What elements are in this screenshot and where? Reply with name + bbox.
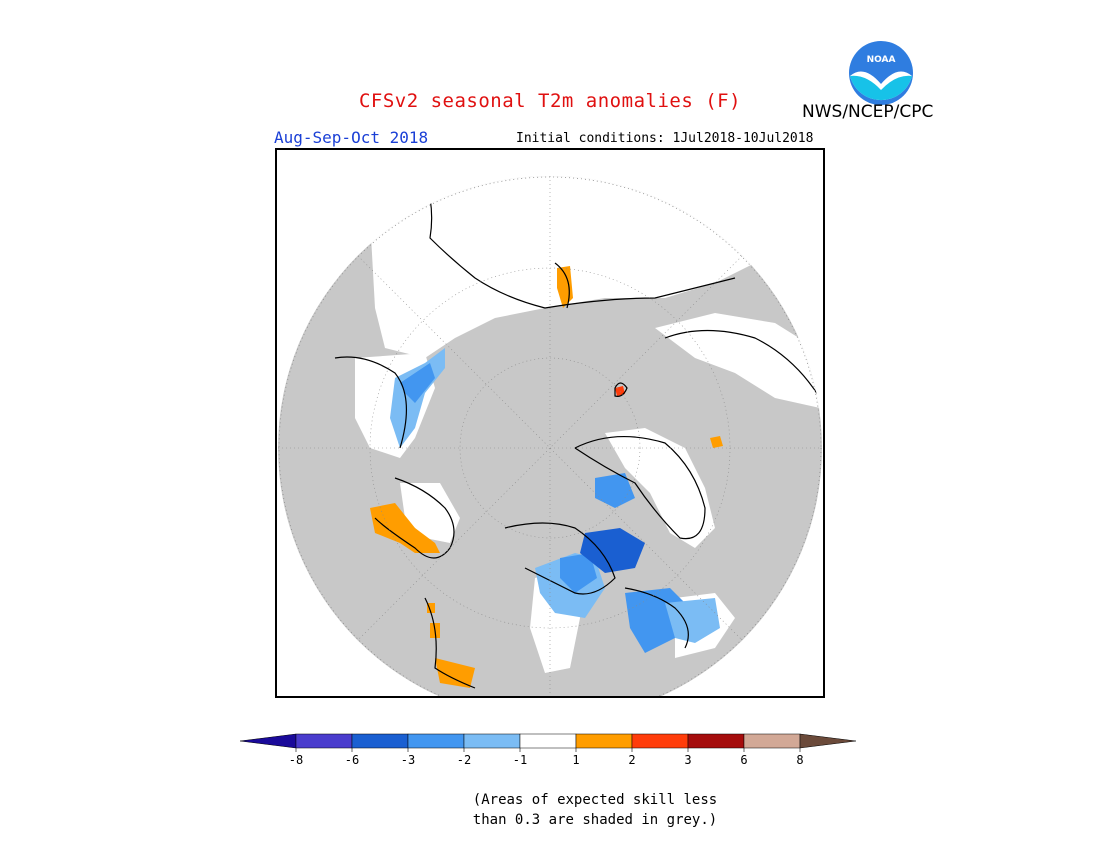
- noaa-logo: NOAA: [849, 41, 913, 105]
- cold-anomaly-greenland-west: [595, 473, 635, 508]
- warm-anomaly-alaska: [370, 503, 440, 553]
- warm-anomaly-svalbard: [615, 386, 625, 396]
- cold-anomaly-siberia-core: [400, 363, 435, 403]
- near-normal-region-europe: [655, 313, 820, 408]
- map-frame: [275, 148, 825, 698]
- legend-tick-label: -2: [457, 753, 471, 767]
- season-label: Aug-Sep-Oct 2018: [274, 128, 429, 147]
- graticule: [278, 176, 822, 698]
- legend-tick-label: 8: [796, 753, 803, 767]
- legend-tick-label: -1: [513, 753, 527, 767]
- legend-tick-label: -3: [401, 753, 415, 767]
- legend-bin: [519, 733, 577, 749]
- map-title: CFSv2 seasonal T2m anomalies (F): [358, 90, 742, 112]
- legend-tick-label: -6: [345, 753, 359, 767]
- legend-bin: [295, 733, 353, 749]
- skill-note-line-2: than 0.3 are shaded in grey.): [472, 812, 718, 828]
- legend-bin: [631, 733, 689, 749]
- legend-tick-label: -8: [289, 753, 303, 767]
- legend-bin: [687, 733, 745, 749]
- legend-arrow-low: [239, 733, 297, 749]
- legend-tick-label: 2: [628, 753, 635, 767]
- legend-tick-label: 1: [572, 753, 579, 767]
- color-legend: -8 -6 -3 -2 -1 1 2 3 6 8: [239, 733, 857, 767]
- near-normal-region-eurasia: [370, 176, 765, 358]
- cold-anomaly-canada-core: [560, 553, 597, 593]
- legend-bin: [351, 733, 409, 749]
- skill-note-line-1: (Areas of expected skill less: [472, 792, 718, 808]
- legend-bin: [575, 733, 633, 749]
- near-normal-region-greenland: [605, 428, 715, 548]
- cold-anomaly-hudson-light: [665, 598, 720, 643]
- legend-bin: [743, 733, 801, 749]
- noaa-logo-text: NOAA: [867, 55, 896, 65]
- warm-anomaly-pacific-coast-3: [435, 658, 475, 688]
- outer-latitude-circle: [278, 176, 822, 698]
- initial-conditions-label: Initial conditions: 1Jul2018-10Jul2018: [516, 131, 814, 146]
- legend-tick-label: 3: [684, 753, 691, 767]
- skill-note: (Areas of expected skill less than 0.3 a…: [470, 790, 720, 830]
- legend-bin: [407, 733, 465, 749]
- legend-arrow-high: [799, 733, 857, 749]
- polar-anomaly-map: [275, 148, 825, 698]
- agency-label: NWS/NCEP/CPC: [802, 102, 934, 122]
- cold-anomaly-archipelago: [580, 528, 645, 573]
- legend-bin: [463, 733, 521, 749]
- legend-tick-label: 6: [740, 753, 747, 767]
- warm-anomaly-iceland: [710, 436, 723, 448]
